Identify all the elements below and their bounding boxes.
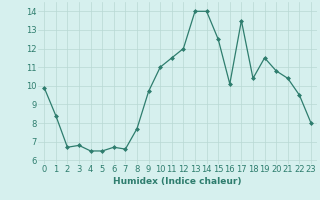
X-axis label: Humidex (Indice chaleur): Humidex (Indice chaleur): [113, 177, 242, 186]
